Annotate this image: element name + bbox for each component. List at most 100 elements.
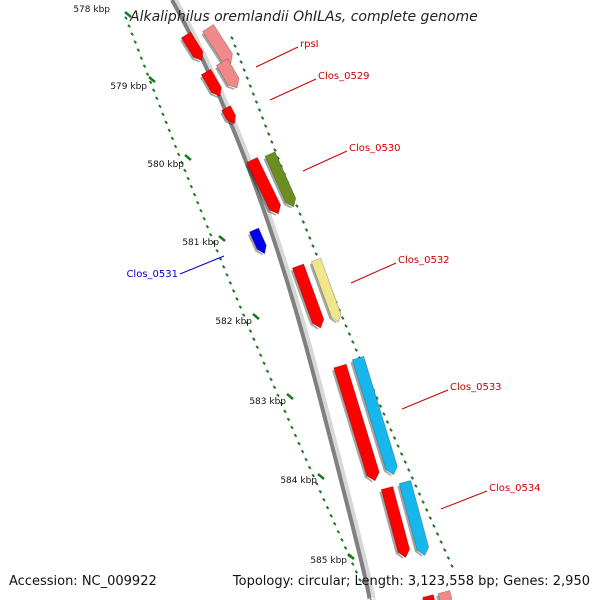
label-leader-line [302, 150, 348, 172]
minor-tick [186, 176, 190, 181]
minor-tick [136, 48, 141, 52]
scale-tick-label: 581 kbp [182, 238, 219, 248]
minor-tick [148, 80, 153, 85]
minor-tick [332, 521, 337, 526]
minor-tick [183, 168, 187, 173]
minor-tick [343, 546, 348, 550]
label-leader-line [255, 46, 299, 68]
minor-tick [304, 228, 309, 232]
minor-tick [414, 484, 418, 488]
minor-tick [432, 524, 436, 528]
minor-tick [315, 481, 319, 486]
minor-tick [424, 508, 429, 512]
minor-tick [421, 500, 425, 504]
minor-tick [385, 420, 390, 424]
minor-tick [173, 144, 178, 149]
scale-tick-label: 578 kbp [73, 5, 110, 15]
cds-feature [245, 156, 282, 216]
minor-tick [151, 88, 156, 93]
minor-tick [336, 529, 341, 534]
minor-tick [382, 412, 386, 416]
gene-label: Clos_0531 [126, 269, 178, 280]
label-leader-line [350, 262, 397, 284]
minor-tick [325, 505, 330, 510]
minor-tick [272, 385, 277, 390]
minor-tick [446, 556, 451, 560]
minor-tick [155, 96, 159, 101]
minor-tick [212, 240, 216, 245]
minor-tick [450, 564, 454, 568]
minor-tick [435, 532, 440, 536]
genome-title: Alkaliphilus oremlandii OhILAs, complete… [130, 9, 478, 25]
cds-feature [220, 105, 236, 126]
cds-feature [180, 31, 204, 63]
minor-tick [351, 340, 355, 344]
minor-tick [252, 337, 256, 341]
major-tick [218, 235, 226, 242]
minor-tick [344, 324, 348, 328]
minor-tick [340, 316, 345, 320]
minor-tick [276, 393, 280, 398]
major-tick [124, 11, 132, 18]
minor-tick [239, 60, 243, 64]
minor-tick [189, 184, 194, 189]
clos0533-feature [350, 355, 398, 476]
minor-tick [254, 100, 259, 104]
minor-tick [266, 132, 271, 136]
major-tick [252, 313, 260, 320]
label-leader-line [440, 490, 488, 510]
scale-tick-label: 580 kbp [147, 160, 184, 170]
minor-tick [300, 449, 305, 454]
major-tick [286, 393, 294, 400]
minor-tick [406, 468, 411, 472]
minor-tick [142, 64, 147, 69]
minor-tick [127, 24, 131, 28]
feature-track [180, 23, 453, 600]
gene-label: rpsI [300, 39, 319, 50]
minor-tick [286, 417, 291, 422]
minor-tick [417, 492, 422, 496]
minor-tick [248, 329, 253, 333]
minor-tick [133, 40, 137, 44]
minor-tick [245, 321, 249, 325]
minor-tick [301, 220, 306, 224]
minor-tick [167, 128, 172, 133]
minor-tick [311, 244, 315, 248]
minor-tick [295, 204, 299, 208]
minor-tick [293, 433, 298, 438]
scale-tick-label: 584 kbp [280, 476, 317, 486]
minor-tick [170, 136, 175, 141]
minor-tick [180, 160, 184, 165]
minor-tick [248, 84, 253, 88]
minor-tick [124, 16, 128, 20]
minor-tick [245, 76, 250, 80]
label-leader-line [269, 78, 317, 101]
minor-tick [130, 32, 134, 36]
minor-tick [389, 428, 393, 432]
gene-label: Clos_0532 [398, 255, 450, 266]
minor-tick [231, 289, 236, 293]
minor-tick [236, 52, 240, 56]
minor-tick [351, 562, 355, 566]
minor-tick [410, 476, 415, 480]
minor-tick [235, 297, 239, 301]
clos0529-feature [215, 58, 240, 90]
minor-tick [230, 36, 234, 40]
minor-tick [354, 348, 359, 352]
minor-tick [399, 452, 404, 456]
minor-tick [260, 116, 265, 120]
scale-tick-label: 585 kbp [310, 556, 347, 566]
gene-labels: rpsI Clos_0529 Clos_0530 Clos_0531 Clos_0532… [126, 39, 540, 494]
minor-tick [139, 56, 144, 60]
minor-tick [273, 148, 277, 152]
minor-tick [199, 208, 203, 213]
minor-tick [270, 140, 274, 144]
major-tick [184, 154, 192, 161]
gene-label: Clos_0530 [349, 143, 401, 154]
label-leaders [179, 46, 488, 510]
minor-tick [428, 516, 433, 520]
minor-tick [145, 72, 150, 77]
minor-tick [233, 44, 237, 48]
minor-tick [158, 104, 162, 109]
cds-feature [331, 363, 380, 482]
